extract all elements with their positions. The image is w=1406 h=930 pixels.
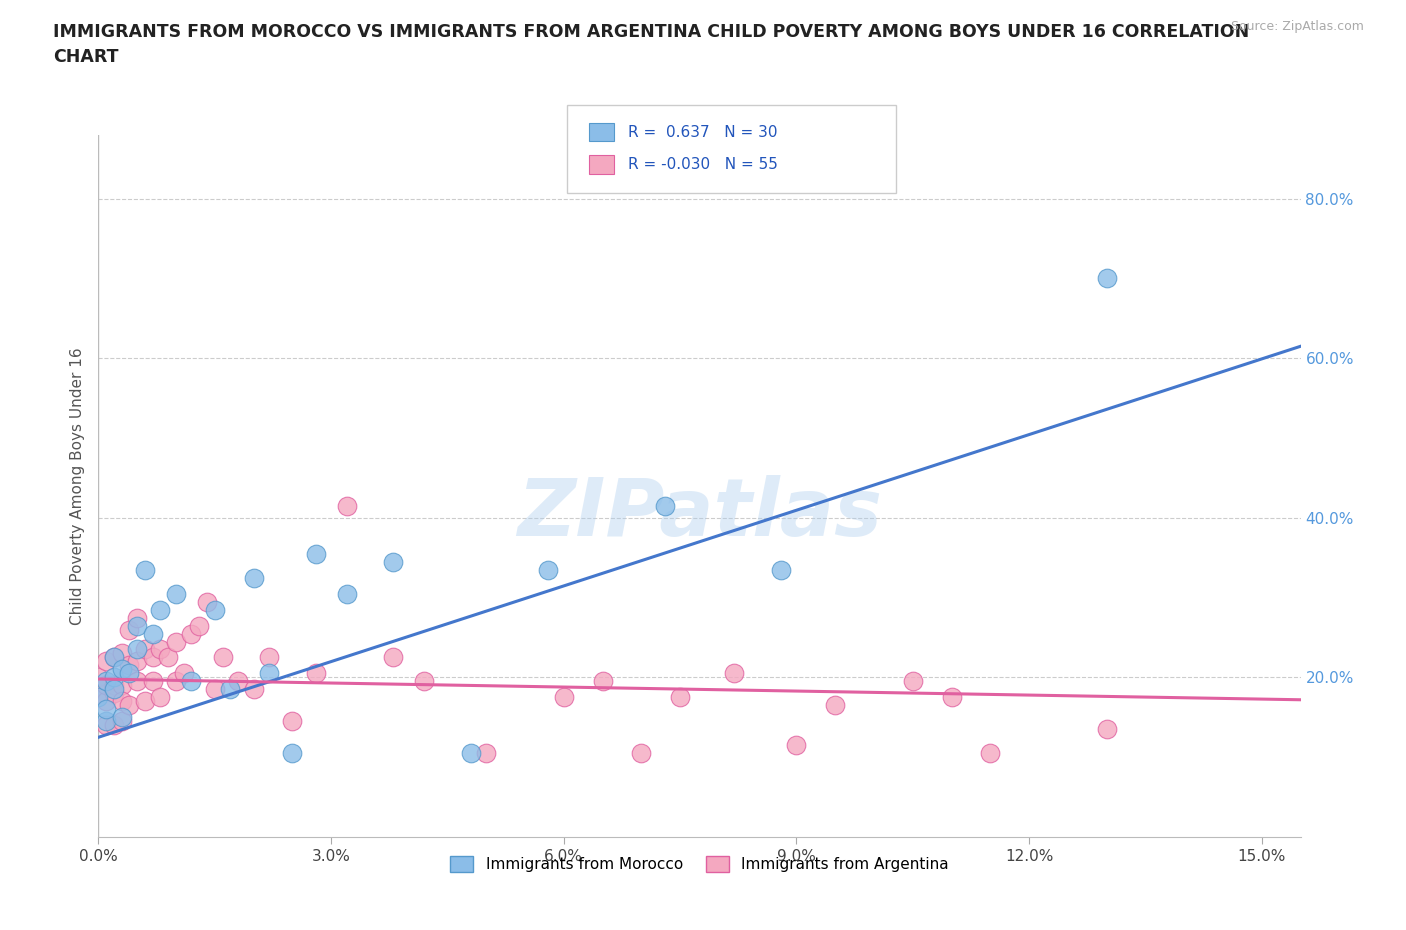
Point [304, 666, 326, 681]
Point [149, 642, 172, 657]
Point [111, 694, 134, 709]
Point [824, 698, 846, 712]
Point [96, 674, 118, 689]
Point [111, 646, 134, 661]
Point [553, 690, 575, 705]
Point [901, 674, 924, 689]
Text: ZIPatlas: ZIPatlas [517, 475, 882, 553]
Point [87, 686, 110, 701]
Point [96, 718, 118, 733]
Point [127, 674, 149, 689]
Point [87, 690, 110, 705]
Point [460, 746, 482, 761]
Point [475, 746, 498, 761]
Point [127, 654, 149, 669]
Text: R =  0.637   N = 30: R = 0.637 N = 30 [628, 125, 778, 140]
Point [111, 710, 134, 724]
Point [111, 662, 134, 677]
Point [118, 658, 141, 673]
Point [204, 602, 226, 617]
Point [111, 678, 134, 693]
Point [111, 714, 134, 729]
Point [1095, 271, 1118, 286]
Point [413, 674, 436, 689]
Point [127, 610, 149, 625]
Point [142, 674, 165, 689]
Point [103, 686, 125, 701]
Point [592, 674, 614, 689]
Point [165, 634, 187, 649]
Point [134, 563, 156, 578]
Point [127, 618, 149, 633]
Point [382, 650, 405, 665]
Legend: Immigrants from Morocco, Immigrants from Argentina: Immigrants from Morocco, Immigrants from… [444, 850, 955, 879]
Point [180, 674, 202, 689]
Point [219, 682, 242, 697]
Point [211, 650, 233, 665]
Point [96, 694, 118, 709]
Point [118, 666, 141, 681]
Point [103, 670, 125, 684]
Point [188, 618, 211, 633]
Point [723, 666, 745, 681]
Point [103, 650, 125, 665]
Point [134, 642, 156, 657]
Point [941, 690, 963, 705]
Point [173, 666, 195, 681]
Point [96, 654, 118, 669]
Point [669, 690, 692, 705]
Point [769, 563, 792, 578]
Text: Source: ZipAtlas.com: Source: ZipAtlas.com [1230, 20, 1364, 33]
Point [103, 678, 125, 693]
Point [226, 674, 249, 689]
Point [257, 666, 280, 681]
Point [785, 737, 807, 752]
Point [134, 694, 156, 709]
Y-axis label: Child Poverty Among Boys Under 16: Child Poverty Among Boys Under 16 [70, 347, 86, 625]
Text: R = -0.030   N = 55: R = -0.030 N = 55 [628, 157, 779, 172]
Point [630, 746, 652, 761]
Point [103, 650, 125, 665]
Point [127, 642, 149, 657]
Point [149, 602, 172, 617]
Point [281, 714, 304, 729]
Text: IMMIGRANTS FROM MOROCCO VS IMMIGRANTS FROM ARGENTINA CHILD POVERTY AMONG BOYS UN: IMMIGRANTS FROM MOROCCO VS IMMIGRANTS FR… [53, 23, 1250, 66]
Point [1095, 722, 1118, 737]
Point [204, 682, 226, 697]
Point [654, 498, 676, 513]
Point [103, 682, 125, 697]
Point [142, 650, 165, 665]
Point [165, 674, 187, 689]
Point [304, 546, 326, 561]
Point [281, 746, 304, 761]
Point [157, 650, 180, 665]
Point [336, 498, 359, 513]
Point [103, 718, 125, 733]
Point [118, 622, 141, 637]
Point [118, 698, 141, 712]
Point [96, 678, 118, 693]
Point [96, 714, 118, 729]
Point [382, 554, 405, 569]
Point [537, 563, 560, 578]
Point [195, 594, 218, 609]
Point [96, 702, 118, 717]
Point [180, 626, 202, 641]
Point [979, 746, 1001, 761]
Point [336, 586, 359, 601]
Point [149, 690, 172, 705]
Point [257, 650, 280, 665]
Point [165, 586, 187, 601]
Point [242, 682, 264, 697]
Point [87, 670, 110, 684]
Point [142, 626, 165, 641]
Point [242, 570, 264, 585]
